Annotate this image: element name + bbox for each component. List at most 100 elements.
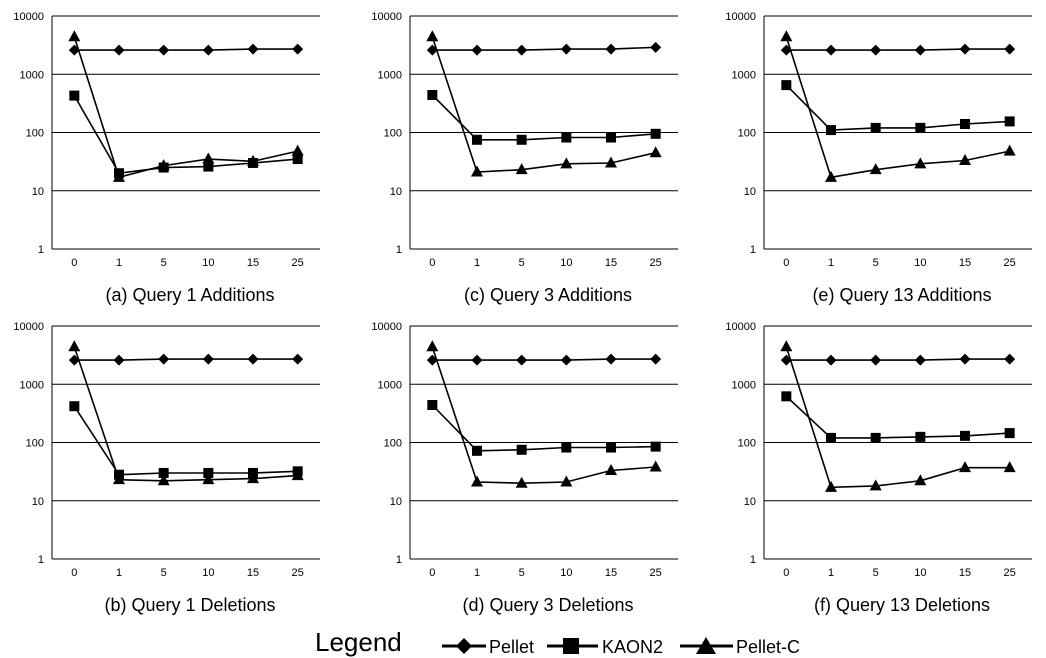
- data-point-pellet: [959, 353, 971, 365]
- x-tick-label: 10: [560, 257, 572, 269]
- series-kaon2: [781, 80, 1015, 136]
- data-point-pellet: [471, 354, 483, 366]
- x-tick-label: 1: [474, 257, 480, 269]
- data-point-pellet: [516, 354, 528, 366]
- x-tick-label: 5: [519, 257, 525, 269]
- y-tick-label: 10000: [13, 321, 44, 333]
- series-pellet-c: [426, 30, 662, 177]
- data-point-pellet-c: [247, 154, 259, 166]
- data-point-pellet: [247, 353, 259, 365]
- data-point-pellet-c: [560, 475, 573, 487]
- data-point-kaon2: [158, 467, 169, 478]
- x-tick-label: 0: [429, 257, 435, 269]
- y-tick-label: 100: [384, 438, 402, 450]
- data-point-pellet: [158, 353, 170, 365]
- chart-caption: (c) Query 3 Additions: [464, 285, 632, 305]
- data-point-pellet-c: [825, 170, 837, 182]
- y-tick-label: 100: [26, 438, 44, 450]
- y-tick-label: 1: [38, 244, 44, 256]
- data-point-pellet-c: [649, 460, 662, 472]
- x-tick-label: 1: [116, 567, 122, 579]
- x-tick-label: 10: [914, 567, 926, 579]
- y-tick-label: 1: [396, 244, 402, 256]
- y-tick-label: 1000: [20, 379, 44, 391]
- data-point-pellet: [113, 44, 125, 56]
- data-point-pellet: [1004, 43, 1016, 55]
- data-point-pellet: [516, 44, 528, 56]
- x-tick-label: 0: [71, 257, 77, 269]
- data-point-pellet: [605, 43, 617, 55]
- data-point-kaon2: [1004, 116, 1015, 127]
- data-point-kaon2: [69, 90, 80, 101]
- x-tick-label: 5: [519, 567, 525, 579]
- series-line-kaon2: [431, 94, 656, 141]
- x-tick-label: 10: [202, 257, 214, 269]
- data-point-pellet-c: [959, 154, 971, 166]
- y-tick-label: 1000: [732, 379, 756, 391]
- data-point-kaon2: [826, 125, 836, 136]
- y-tick-label: 1: [38, 554, 44, 566]
- data-point-kaon2: [203, 467, 214, 478]
- data-point-pellet: [202, 353, 214, 365]
- legend-item-kaon2: KAON2: [547, 637, 663, 657]
- y-tick-label: 10: [32, 496, 44, 508]
- x-tick-label: 15: [959, 257, 971, 269]
- x-tick-label: 0: [783, 567, 789, 579]
- series-line-pellet: [432, 46, 656, 51]
- y-tick-label: 10000: [13, 11, 44, 23]
- data-point-pellet-c: [426, 340, 439, 352]
- series-line-pellet-c: [431, 346, 656, 485]
- data-point-kaon2: [915, 431, 926, 442]
- y-tick-label: 1000: [20, 69, 44, 81]
- data-point-pellet-c: [869, 163, 882, 175]
- data-point-kaon2: [960, 118, 970, 129]
- data-point-pellet-c: [1003, 144, 1016, 156]
- data-point-pellet: [870, 44, 882, 56]
- x-tick-label: 1: [828, 257, 834, 269]
- data-point-kaon2: [606, 132, 616, 143]
- data-point-kaon2: [781, 80, 792, 91]
- x-tick-label: 25: [1004, 567, 1016, 579]
- x-tick-label: 0: [783, 257, 789, 269]
- series-pellet: [426, 353, 662, 366]
- data-point-pellet-c: [291, 469, 304, 481]
- data-point-kaon2: [472, 134, 482, 145]
- data-point-pellet: [605, 353, 617, 365]
- data-point-kaon2: [870, 122, 881, 133]
- y-tick-label: 10000: [371, 321, 402, 333]
- x-tick-label: 15: [959, 567, 971, 579]
- y-tick-label: 10000: [725, 321, 756, 333]
- data-point-pellet-c: [780, 30, 793, 42]
- data-point-pellet-c: [605, 156, 617, 168]
- series-line-pellet-c: [785, 346, 1010, 489]
- data-point-pellet-c: [515, 476, 528, 488]
- data-point-pellet-c: [247, 472, 259, 484]
- y-tick-label: 1: [396, 554, 402, 566]
- data-point-pellet-c: [157, 159, 170, 171]
- data-point-pellet-c: [1003, 461, 1016, 473]
- data-point-pellet-c: [157, 474, 170, 486]
- x-tick-label: 10: [560, 567, 572, 579]
- x-tick-label: 10: [914, 257, 926, 269]
- series-line-pellet: [74, 358, 298, 361]
- data-point-pellet: [113, 354, 125, 366]
- data-point-pellet: [914, 354, 926, 366]
- series-kaon2: [427, 400, 661, 456]
- data-point-pellet: [247, 43, 259, 55]
- data-point-kaon2: [781, 391, 792, 402]
- data-point-kaon2: [915, 122, 926, 133]
- legend: Legend Pellet KAON2 Pellet-C: [315, 627, 800, 657]
- data-point-pellet-c: [649, 146, 662, 158]
- series-line-kaon2: [785, 395, 1010, 439]
- data-point-pellet: [292, 353, 304, 365]
- series-line-kaon2: [73, 405, 298, 476]
- data-point-pellet-c: [426, 30, 439, 42]
- data-point-pellet-c: [471, 475, 483, 487]
- x-tick-label: 0: [429, 567, 435, 579]
- y-tick-label: 100: [738, 438, 756, 450]
- data-point-kaon2: [516, 444, 527, 455]
- data-point-pellet-c: [515, 163, 528, 175]
